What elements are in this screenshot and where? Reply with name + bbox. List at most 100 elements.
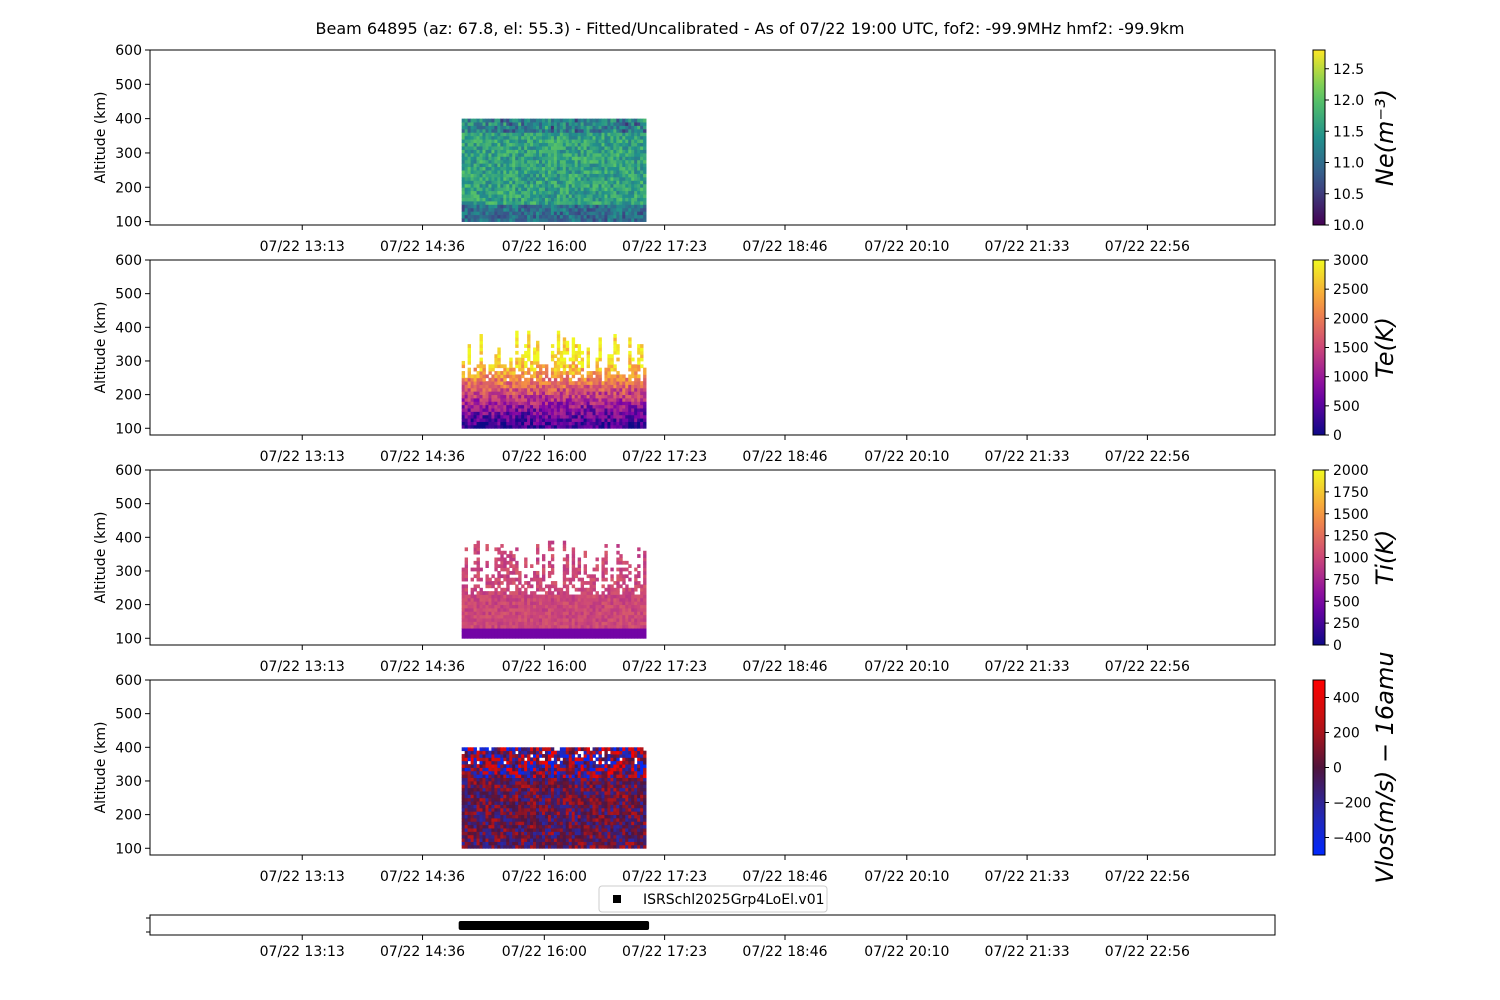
heatmap-cell	[607, 176, 611, 181]
heatmap-cell	[491, 122, 495, 126]
heatmap-cell	[506, 634, 510, 639]
heatmap-cell	[631, 159, 635, 164]
heatmap-cell	[598, 374, 602, 379]
heatmap-cell	[476, 135, 480, 140]
heatmap-cell	[631, 404, 635, 409]
heatmap-cell	[500, 394, 504, 399]
heatmap-cell	[476, 547, 480, 552]
heatmap-cell	[491, 132, 495, 137]
heatmap-cell	[577, 214, 582, 219]
heatmap-cell	[553, 597, 558, 602]
heatmap-cell	[485, 139, 489, 144]
heatmap-cell	[464, 797, 469, 802]
heatmap-cell	[610, 122, 614, 126]
heatmap-cell	[619, 414, 623, 419]
heatmap-cell	[553, 391, 558, 396]
heatmap-cell	[631, 401, 635, 406]
heatmap-cell	[524, 628, 528, 632]
heatmap-cell	[577, 128, 582, 133]
heatmap-cell	[473, 544, 477, 548]
heatmap-cell	[550, 170, 555, 174]
heatmap-cell	[470, 397, 474, 402]
heatmap-cell	[613, 149, 617, 154]
heatmap-cell	[571, 350, 576, 355]
chart-title: Beam 64895 (az: 67.8, el: 55.3) - Fitted…	[316, 19, 1185, 38]
heatmap-cell	[536, 146, 540, 150]
heatmap-cell	[619, 125, 623, 130]
heatmap-cell	[491, 821, 495, 826]
heatmap-cell	[634, 611, 638, 616]
y-tick-label: 500	[115, 77, 142, 93]
heatmap-cell	[461, 618, 466, 622]
heatmap-cell	[491, 414, 495, 419]
heatmap-cell	[497, 614, 501, 619]
heatmap-cell	[574, 607, 579, 612]
heatmap-cell	[604, 424, 608, 429]
heatmap-cell	[604, 125, 608, 130]
heatmap-cell	[476, 183, 480, 188]
heatmap-cell	[515, 601, 519, 606]
heatmap-cell	[592, 135, 596, 140]
heatmap-cell	[631, 197, 635, 202]
heatmap-cell	[631, 364, 635, 369]
heatmap-cell	[494, 354, 498, 358]
heatmap-cell	[565, 364, 570, 369]
heatmap-cell	[491, 624, 495, 629]
heatmap-cell	[601, 180, 605, 185]
heatmap-cell	[470, 791, 474, 795]
heatmap-cell	[571, 411, 576, 416]
heatmap-cell	[488, 149, 492, 154]
heatmap-cell	[539, 611, 543, 616]
x-tick-label: 07/22 17:23	[622, 449, 707, 465]
heatmap-cell	[521, 607, 525, 612]
heatmap-cell	[494, 560, 498, 565]
heatmap-cell	[461, 628, 466, 632]
heatmap-cell	[616, 204, 620, 209]
heatmap-cell	[628, 377, 632, 382]
heatmap-cell	[491, 418, 495, 422]
heatmap-cell	[497, 408, 501, 412]
heatmap-cell	[491, 404, 495, 409]
heatmap-cell	[598, 166, 602, 171]
heatmap-cell	[553, 360, 558, 365]
heatmap-cell	[589, 387, 593, 392]
heatmap-cell	[592, 381, 596, 385]
heatmap-cell	[464, 408, 469, 412]
heatmap-cell	[497, 194, 501, 198]
heatmap-cell	[530, 391, 534, 396]
heatmap-cell	[515, 364, 519, 369]
heatmap-cell	[479, 747, 483, 752]
heatmap-cell	[637, 554, 641, 558]
heatmap-cell	[595, 384, 599, 389]
heatmap-cell	[515, 587, 519, 592]
heatmap-cell	[607, 173, 611, 178]
heatmap-cell	[619, 560, 623, 565]
heatmap-cell	[521, 146, 525, 150]
heatmap-cell	[571, 570, 576, 575]
heatmap-cell	[547, 173, 552, 178]
heatmap-cell	[637, 190, 641, 195]
heatmap-cell	[467, 628, 471, 632]
heatmap-cell	[500, 156, 504, 161]
heatmap-cell	[598, 624, 602, 629]
heatmap-cell	[643, 614, 647, 619]
heatmap-cell	[497, 628, 501, 632]
heatmap-cell	[464, 142, 469, 147]
heatmap-cell	[488, 394, 492, 399]
heatmap-cell	[640, 357, 644, 362]
heatmap-cell	[595, 149, 599, 154]
heatmap-cell	[571, 200, 576, 205]
heatmap-cell	[470, 139, 474, 144]
heatmap-cell	[497, 214, 501, 219]
heatmap-cell	[530, 132, 534, 137]
x-tick-label: 07/22 20:10	[864, 239, 949, 255]
heatmap-cell	[464, 381, 469, 385]
heatmap-cell	[473, 187, 477, 192]
heatmap-cell	[482, 834, 486, 839]
heatmap-cell	[580, 631, 585, 636]
heatmap-cell	[491, 834, 495, 839]
heatmap-cell	[541, 128, 546, 133]
heatmap-cell	[470, 587, 474, 592]
heatmap-cell	[637, 132, 641, 137]
heatmap-cell	[541, 421, 546, 426]
